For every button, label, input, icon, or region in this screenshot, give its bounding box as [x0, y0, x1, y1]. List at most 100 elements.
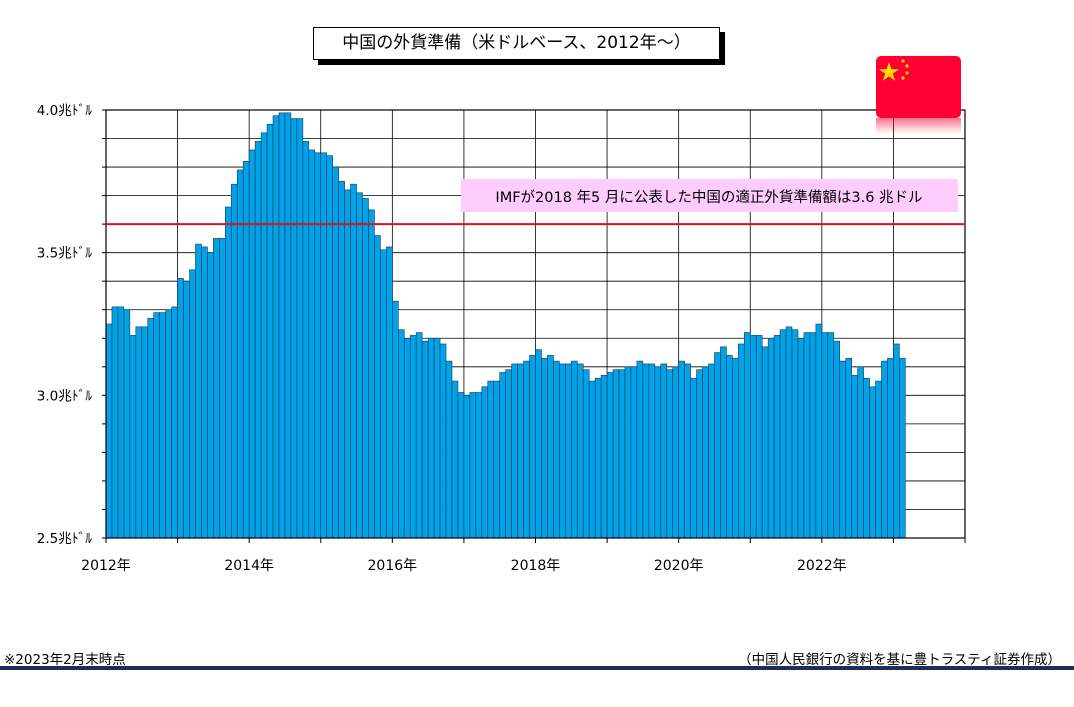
bar — [523, 360, 530, 539]
bar — [207, 252, 214, 539]
x-axis-labels: 2012年 2014年 2016年 2018年 2020年 2022年 — [81, 558, 846, 574]
bar — [666, 369, 674, 539]
bar — [368, 209, 375, 539]
bar — [219, 238, 226, 539]
bar — [344, 189, 351, 539]
bar — [606, 372, 614, 539]
bar — [421, 340, 429, 539]
bar — [875, 380, 882, 539]
bar — [582, 369, 590, 539]
bar — [469, 392, 477, 539]
bar — [505, 369, 512, 539]
bar — [791, 329, 799, 539]
bar — [815, 323, 823, 539]
x-tick-label: 2020年 — [654, 558, 704, 574]
bar — [159, 312, 166, 539]
bar — [374, 235, 381, 539]
reference-layer: IMFが2018 年5 月に公表した中国の適正外貨準備額は3.6 兆ドル — [106, 179, 965, 226]
bar — [129, 335, 137, 539]
bar — [743, 332, 751, 539]
bar — [672, 366, 679, 539]
bar — [386, 246, 393, 539]
y-tick-label: 4.0兆ﾄﾞﾙ — [37, 103, 92, 119]
bar — [326, 155, 333, 539]
bar — [529, 355, 536, 539]
bar — [738, 343, 745, 539]
bar — [183, 280, 190, 539]
y-tick-label: 3.0兆ﾄﾞﾙ — [37, 388, 92, 404]
bar — [284, 112, 292, 539]
bar — [290, 118, 298, 539]
bar — [195, 243, 202, 539]
bar — [612, 369, 620, 539]
bar — [648, 363, 656, 539]
bar — [189, 269, 196, 539]
bar — [684, 363, 691, 539]
bar — [392, 300, 399, 539]
bar — [714, 352, 721, 539]
x-tick-label: 2016年 — [368, 558, 418, 574]
bar — [475, 392, 483, 539]
bar — [320, 152, 328, 539]
footnote: ※2023年2月末時点 — [4, 652, 126, 668]
bar — [266, 123, 274, 539]
bars-layer — [105, 112, 906, 539]
x-tick-label: 2012年 — [81, 558, 131, 574]
bar — [887, 357, 894, 539]
bar — [463, 395, 471, 539]
reference-label-box — [461, 179, 958, 212]
bar — [409, 335, 417, 539]
bar — [457, 392, 465, 539]
bar — [242, 161, 250, 539]
chart-title: 中国の外貨準備（米ドルベース、2012年～） — [313, 27, 720, 60]
bar — [755, 335, 763, 539]
bar — [380, 249, 387, 539]
bar — [654, 366, 662, 539]
x-tick-label: 2018年 — [511, 558, 561, 574]
bar — [565, 363, 572, 539]
bar — [559, 363, 566, 539]
bar — [833, 340, 841, 539]
bar — [767, 337, 775, 539]
bar — [541, 357, 548, 539]
bar — [594, 377, 602, 539]
bar — [499, 372, 506, 539]
bar — [899, 357, 906, 539]
bar — [451, 380, 459, 539]
bar — [857, 366, 864, 539]
bar — [553, 360, 560, 539]
bar — [481, 386, 489, 539]
bar — [487, 380, 495, 539]
bar — [141, 326, 149, 539]
bar — [201, 246, 208, 539]
bar — [600, 375, 608, 539]
bar — [177, 278, 184, 539]
bar — [618, 369, 626, 539]
bar — [642, 363, 650, 539]
frame-layer — [102, 109, 966, 543]
bar — [403, 337, 411, 539]
x-tick-label: 2022年 — [797, 558, 847, 574]
bar — [123, 309, 131, 539]
bar — [636, 360, 644, 539]
bar — [302, 141, 310, 539]
bar — [439, 343, 447, 539]
bar — [254, 141, 262, 539]
bar — [415, 332, 423, 539]
bar — [111, 306, 119, 539]
bar — [576, 363, 584, 539]
bar — [260, 132, 268, 539]
bar — [296, 118, 304, 539]
bar — [869, 386, 876, 539]
bar — [135, 326, 143, 539]
bar — [230, 183, 238, 539]
bar — [761, 346, 769, 539]
bar — [117, 306, 125, 539]
bar — [779, 329, 787, 539]
bar — [690, 377, 697, 539]
bar — [893, 343, 900, 539]
bar — [809, 332, 817, 539]
bar — [821, 332, 829, 539]
bar — [213, 238, 220, 539]
bar — [314, 152, 322, 539]
